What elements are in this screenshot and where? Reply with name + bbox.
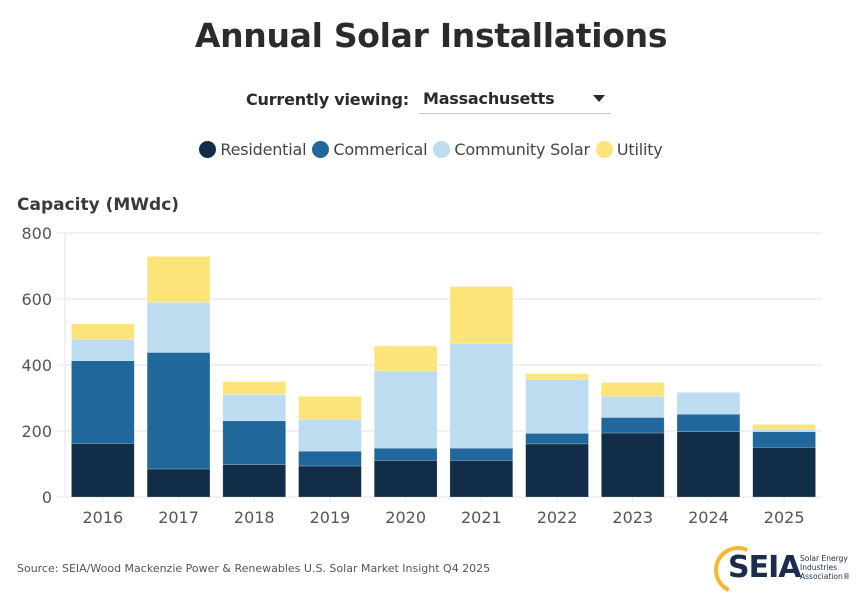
bar-stack-2023[interactable] [601,382,665,498]
x-tick-label: 2018 [234,508,275,527]
bar-community-solar-2017[interactable] [146,301,211,353]
y-tick-label: 200 [21,422,52,441]
bar-commerical-2017[interactable] [146,352,211,470]
bar-commerical-2022[interactable] [525,433,589,445]
bar-commerical-2024[interactable] [676,413,741,432]
x-tick-label: 2017 [158,508,199,527]
state-dropdown[interactable]: Massachusetts [418,85,611,114]
bar-community-solar-2021[interactable] [449,342,514,449]
legend-swatch-utility [595,141,613,158]
bar-commerical-2025[interactable] [752,431,816,448]
x-tick-label: 2020 [385,508,426,527]
source-note: Source: SEIA/Wood Mackenzie Power & Rene… [17,562,491,575]
legend-label: Commerical [333,140,428,159]
bar-residential-2020[interactable] [373,460,438,498]
bar-community-solar-2019[interactable] [298,419,362,452]
bar-stack-2024[interactable] [676,392,741,498]
bar-commerical-2020[interactable] [373,447,438,461]
y-tick-label: 600 [21,290,52,309]
bar-commerical-2021[interactable] [449,447,514,461]
bar-utility-2020[interactable] [373,345,438,372]
legend-swatch-residential [199,141,217,158]
x-axis-ticks: 2016 2017 2018 2019 2020 2021 2022 2023 2024 2025 [82,497,805,527]
legend-swatch-commercial [312,141,330,158]
bar-utility-2022[interactable] [525,373,589,380]
y-tick-label: 800 [21,224,52,243]
bar-utility-2016[interactable] [71,323,135,340]
bar-commerical-2018[interactable] [222,420,286,465]
x-tick-label: 2016 [82,508,123,527]
bar-utility-2021[interactable] [449,286,514,344]
bar-residential-2023[interactable] [601,432,665,498]
bar-commerical-2016[interactable] [71,360,135,444]
chart-title: Annual Solar Installations [194,16,668,55]
bar-utility-2017[interactable] [146,256,211,303]
bar-stack-2017[interactable] [146,256,211,498]
viewing-label: Currently viewing: [246,89,409,109]
logo-wordmark: SEIA [728,550,801,585]
bar-community-solar-2023[interactable] [601,396,665,418]
bar-stack-2025[interactable] [752,424,816,498]
x-tick-label: 2019 [310,508,351,527]
bar-residential-2019[interactable] [298,465,362,498]
state-selector: Currently viewing: Massachusetts [246,84,611,114]
bar-stack-2018[interactable] [222,381,286,498]
bar-stack-2022[interactable] [525,373,589,498]
y-axis-label: Capacity (MWdc) [17,195,180,215]
x-tick-label: 2025 [764,508,805,527]
bar-community-solar-2016[interactable] [71,338,135,362]
bar-commerical-2019[interactable] [298,450,362,467]
x-tick-label: 2021 [461,508,502,527]
bar-community-solar-2022[interactable] [525,378,589,434]
bar-utility-2019[interactable] [298,396,362,420]
bar-residential-2018[interactable] [222,464,286,498]
bar-residential-2016[interactable] [71,443,135,498]
y-tick-label: 0 [42,488,52,507]
bar-stack-2016[interactable] [71,323,135,498]
legend-swatch-community-solar [433,141,451,158]
bar-stack-2019[interactable] [298,396,362,498]
bar-utility-2023[interactable] [601,382,665,397]
bar-stack-2021[interactable] [449,286,514,498]
legend-item-community-solar[interactable]: Community Solar [433,140,590,159]
chart-legend: Residential Commerical Community Solar U… [0,140,862,159]
bar-commerical-2023[interactable] [601,417,665,434]
x-tick-label: 2024 [688,508,729,527]
bar-community-solar-2018[interactable] [222,394,286,422]
bar-community-solar-2020[interactable] [373,370,438,449]
seia-logo: SEIA Solar Energy Industries Association… [707,539,860,601]
bar-residential-2024[interactable] [676,431,741,498]
bar-residential-2025[interactable] [752,447,816,498]
bar-residential-2022[interactable] [525,443,589,498]
x-tick-label: 2022 [537,508,578,527]
logo-subtext: Solar Energy Industries Association® [800,554,851,581]
bar-community-solar-2025[interactable] [752,429,816,432]
bars [71,256,816,498]
legend-item-residential[interactable]: Residential [199,140,307,159]
bar-residential-2021[interactable] [449,460,514,498]
legend-item-commercial[interactable]: Commerical [312,140,428,159]
state-dropdown-value: Massachusetts [422,89,555,108]
y-tick-label: 400 [21,356,52,375]
bar-residential-2017[interactable] [146,468,211,498]
y-axis-ticks: 0 200 400 600 800 [21,224,65,507]
x-tick-label: 2023 [612,508,653,527]
legend-label: Utility [616,140,663,159]
legend-item-utility[interactable]: Utility [595,140,663,159]
caret-down-icon[interactable] [592,94,605,102]
legend-label: Residential [220,140,307,159]
bar-community-solar-2024[interactable] [676,392,741,415]
bar-stack-2020[interactable] [373,345,438,498]
legend-label: Community Solar [454,140,590,159]
bar-utility-2018[interactable] [222,381,286,395]
bar-utility-2025[interactable] [752,424,816,430]
